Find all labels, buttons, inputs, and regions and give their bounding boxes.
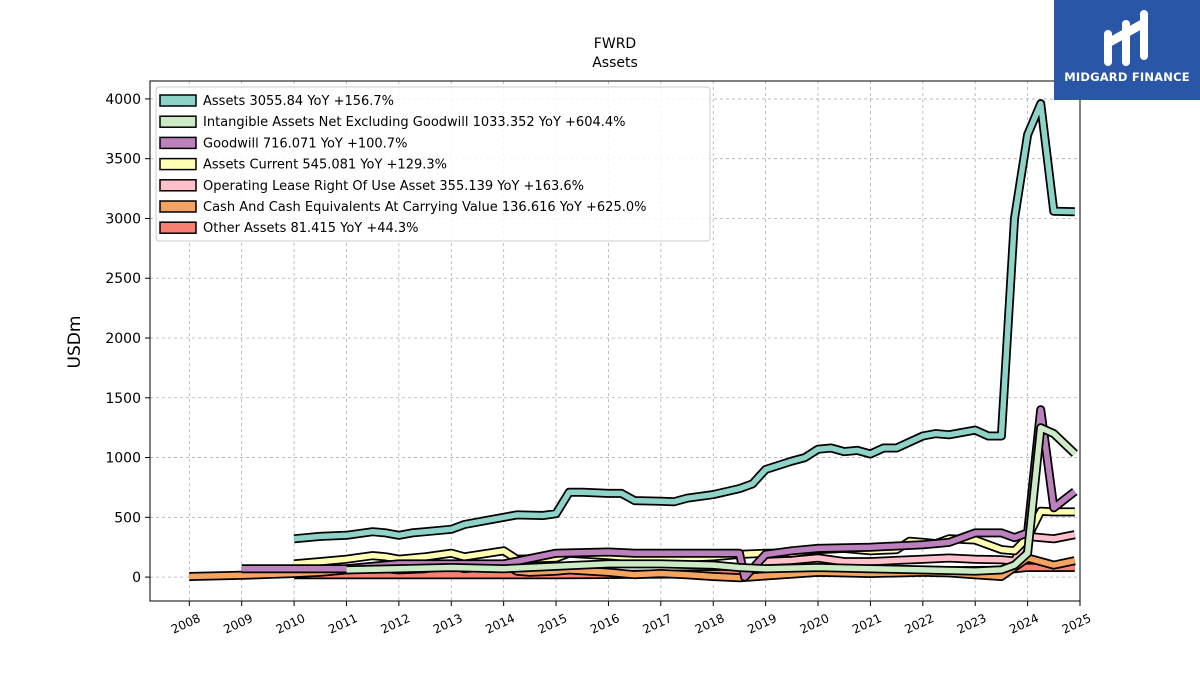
series-line — [765, 532, 1076, 565]
legend: Assets 3055.84 YoY +156.7% Intangible Ass… — [155, 86, 711, 242]
x-tick-label: 2019 — [745, 611, 779, 637]
series-6 — [293, 99, 1075, 544]
legend-swatch — [159, 136, 197, 150]
y-axis-label: USDm — [65, 316, 85, 369]
x-tick-label: 2010 — [274, 611, 308, 637]
x-tick-label: 2014 — [483, 611, 517, 637]
x-tick-label: 2008 — [169, 611, 203, 637]
x-tick-label: 2020 — [798, 611, 832, 637]
legend-swatch — [159, 179, 197, 192]
y-tick-label: 0 — [132, 570, 141, 586]
legend-box — [155, 86, 711, 242]
brand-name: MIDGARD FINANCE — [1064, 70, 1190, 84]
legend-label: Other Assets 81.415 YoY +44.3% — [203, 221, 419, 236]
legend-label: Assets 3055.84 YoY +156.7% — [203, 94, 394, 109]
legend-label: Cash And Cash Equivalents At Carrying Va… — [203, 200, 646, 215]
y-tick-label: 3500 — [105, 152, 141, 168]
x-tick-label: 2012 — [379, 611, 413, 637]
series-line — [346, 424, 1077, 574]
series-2 — [765, 530, 1076, 567]
legend-swatch — [159, 94, 197, 107]
legend-swatch — [159, 115, 197, 128]
y-tick-label: 500 — [114, 510, 141, 526]
x-tick-label: 2018 — [693, 611, 727, 637]
series-5 — [346, 423, 1078, 576]
chart-subtitle: Assets — [592, 55, 638, 71]
legend-swatch — [159, 157, 197, 171]
y-tick-label: 4000 — [105, 92, 141, 108]
x-tick-label: 2009 — [221, 611, 255, 637]
legend-label: Intangible Assets Net Excluding Goodwill… — [203, 115, 626, 130]
legend-label: Operating Lease Right Of Use Asset 355.1… — [203, 179, 584, 194]
y-tick-label: 1500 — [105, 391, 141, 407]
y-tick-label: 2000 — [105, 331, 141, 347]
legend-label: Assets Current 545.081 YoY +129.3% — [203, 158, 447, 173]
plot-frame — [149, 80, 1081, 602]
x-tick-label: 2017 — [641, 611, 675, 637]
x-tick-label: 2011 — [326, 611, 360, 637]
legend-swatch — [159, 221, 197, 234]
series-line — [293, 100, 1075, 542]
x-tick-label: 2016 — [588, 611, 622, 637]
x-tick-label: 2023 — [955, 611, 989, 637]
brand-logo: MIDGARD FINANCE — [1054, 0, 1200, 100]
x-tick-label: 2021 — [850, 611, 884, 637]
x-tick-label: 2015 — [536, 611, 570, 637]
y-tick-label: 3000 — [105, 211, 141, 227]
x-tick-label: 2022 — [902, 611, 936, 637]
chart-title: FWRD — [594, 36, 636, 52]
x-tick-label: 2024 — [1007, 611, 1041, 637]
legend-swatch — [159, 200, 197, 213]
y-tick-label: 1000 — [105, 451, 141, 467]
x-tick-label: 2013 — [431, 611, 465, 637]
plot-area — [189, 99, 1078, 583]
x-tick-label: 2025 — [1060, 611, 1094, 637]
midgard-logo-icon — [1104, 10, 1148, 66]
y-tick-label: 2500 — [105, 271, 141, 287]
legend-label: Goodwill 716.071 YoY +100.7% — [203, 136, 407, 151]
